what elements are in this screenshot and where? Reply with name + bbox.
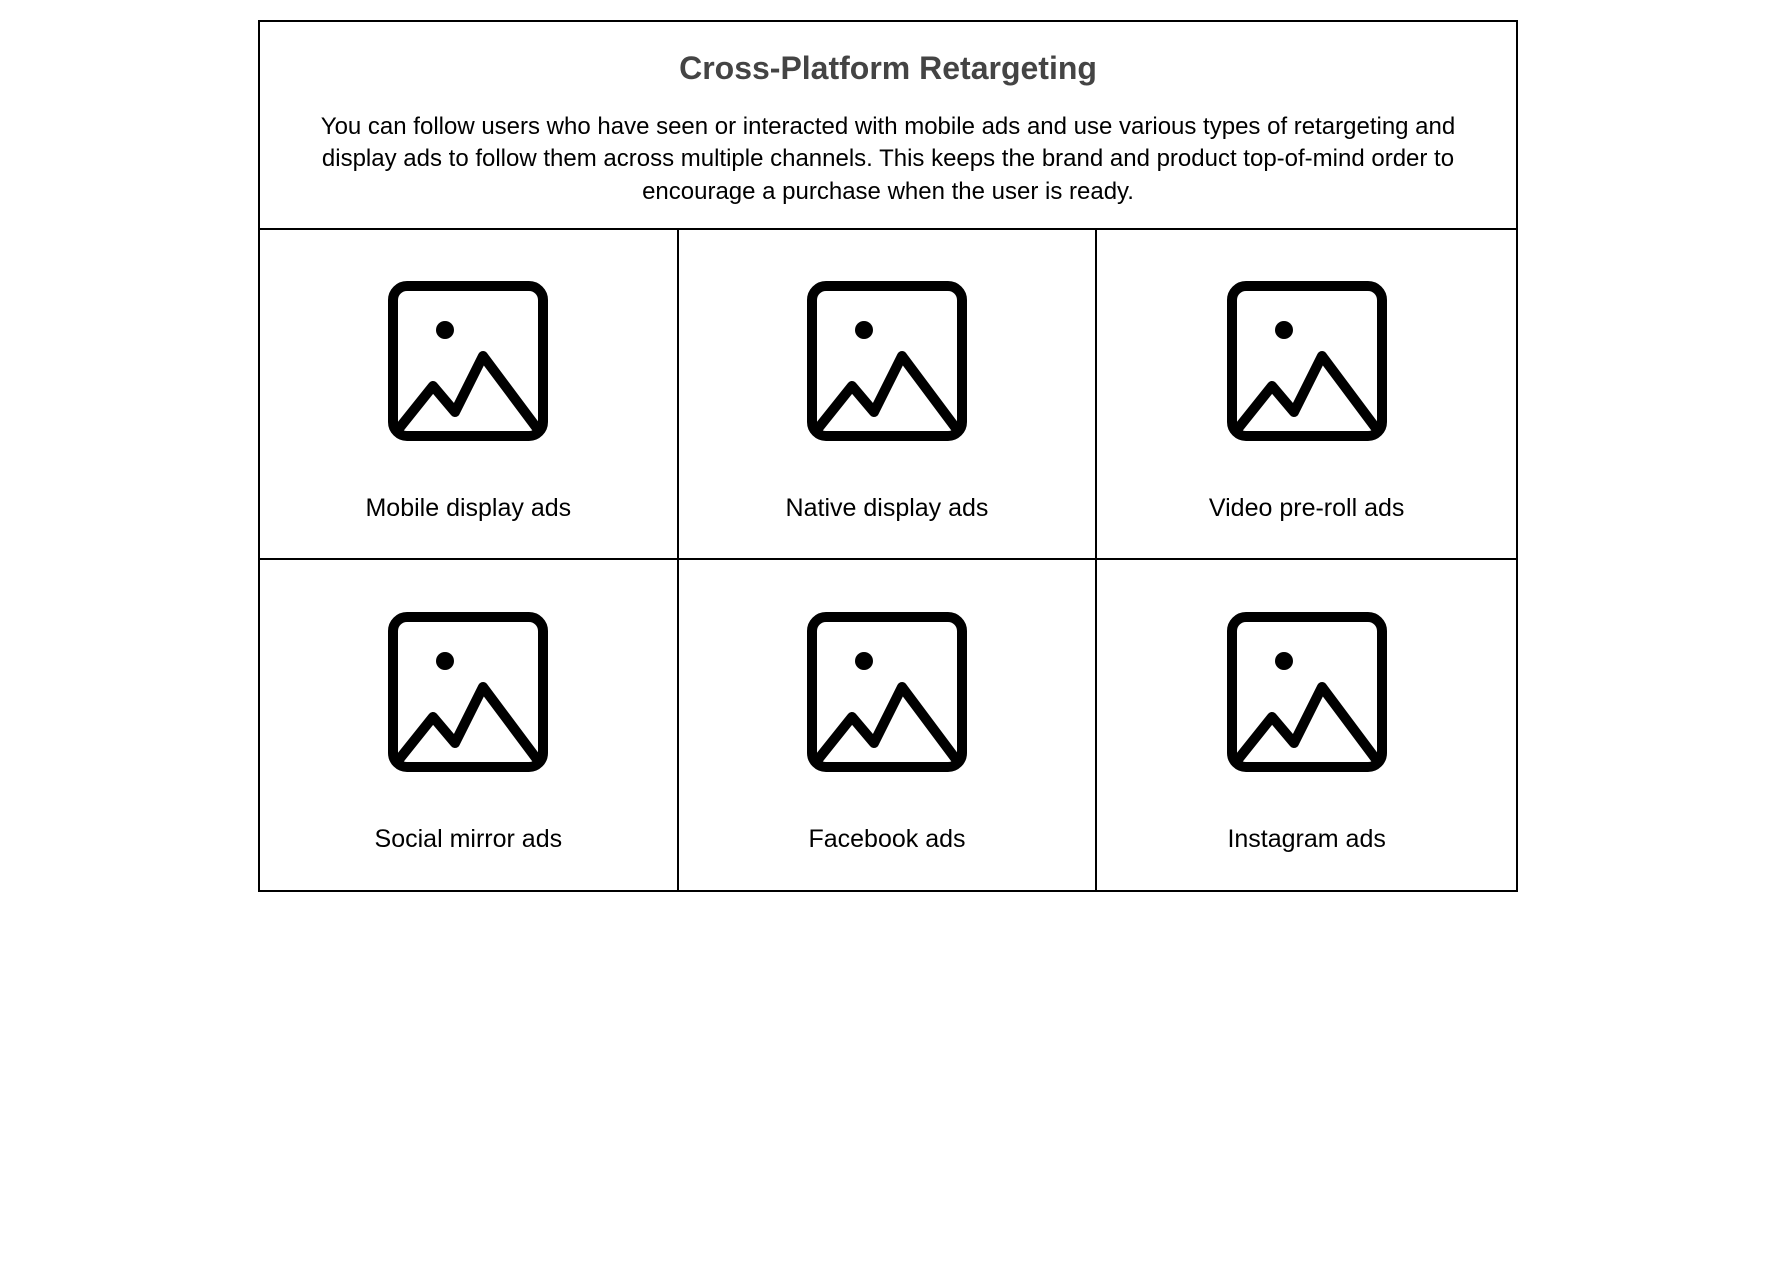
cell-label: Video pre-roll ads (1209, 494, 1404, 523)
image-placeholder-icon (383, 276, 553, 446)
infographic-container: Cross-Platform Retargeting You can follo… (258, 20, 1518, 892)
grid-cell: Instagram ads (1097, 560, 1516, 890)
page-description: You can follow users who have seen or in… (284, 111, 1492, 208)
grid-cell: Facebook ads (679, 560, 1098, 890)
cell-label: Instagram ads (1227, 825, 1385, 854)
image-placeholder-icon (802, 607, 972, 777)
grid-cell: Social mirror ads (260, 560, 679, 890)
cell-label: Mobile display ads (365, 494, 571, 523)
grid-cell: Native display ads (679, 230, 1098, 560)
ad-types-grid: Mobile display ads Native display ads (260, 230, 1516, 890)
page-title: Cross-Platform Retargeting (284, 50, 1492, 87)
image-placeholder-icon (1222, 276, 1392, 446)
image-placeholder-icon (1222, 607, 1392, 777)
cell-label: Social mirror ads (375, 825, 563, 854)
image-placeholder-icon (383, 607, 553, 777)
grid-cell: Mobile display ads (260, 230, 679, 560)
image-placeholder-icon (802, 276, 972, 446)
cell-label: Native display ads (786, 494, 989, 523)
header-section: Cross-Platform Retargeting You can follo… (260, 22, 1516, 230)
grid-cell: Video pre-roll ads (1097, 230, 1516, 560)
cell-label: Facebook ads (808, 825, 965, 854)
